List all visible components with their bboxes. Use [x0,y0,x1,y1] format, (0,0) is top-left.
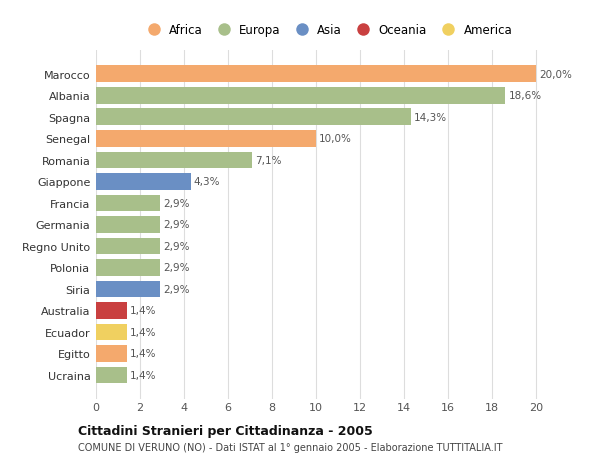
Bar [96,302,127,319]
Text: 1,4%: 1,4% [130,349,157,358]
Bar [96,152,252,169]
Text: Cittadini Stranieri per Cittadinanza - 2005: Cittadini Stranieri per Cittadinanza - 2… [78,425,373,437]
Text: 2,9%: 2,9% [163,263,190,273]
Bar [96,131,316,147]
Text: 1,4%: 1,4% [130,327,157,337]
Bar [96,281,160,297]
Bar [96,195,160,212]
Text: 20,0%: 20,0% [539,70,572,80]
Bar [96,367,127,383]
Text: 2,9%: 2,9% [163,284,190,294]
Bar [96,174,191,190]
Bar [96,324,127,341]
Text: COMUNE DI VERUNO (NO) - Dati ISTAT al 1° gennaio 2005 - Elaborazione TUTTITALIA.: COMUNE DI VERUNO (NO) - Dati ISTAT al 1°… [78,442,503,452]
Text: 2,9%: 2,9% [163,198,190,208]
Bar [96,345,127,362]
Text: 18,6%: 18,6% [509,91,542,101]
Bar [96,238,160,255]
Bar [96,259,160,276]
Bar [96,217,160,233]
Legend: Africa, Europa, Asia, Oceania, America: Africa, Europa, Asia, Oceania, America [139,22,515,39]
Text: 14,3%: 14,3% [414,112,447,123]
Text: 2,9%: 2,9% [163,220,190,230]
Text: 1,4%: 1,4% [130,306,157,316]
Bar [96,88,505,105]
Text: 4,3%: 4,3% [194,177,220,187]
Text: 1,4%: 1,4% [130,370,157,380]
Bar [96,67,536,83]
Text: 7,1%: 7,1% [256,156,282,166]
Text: 2,9%: 2,9% [163,241,190,252]
Bar [96,109,410,126]
Text: 10,0%: 10,0% [319,134,352,144]
